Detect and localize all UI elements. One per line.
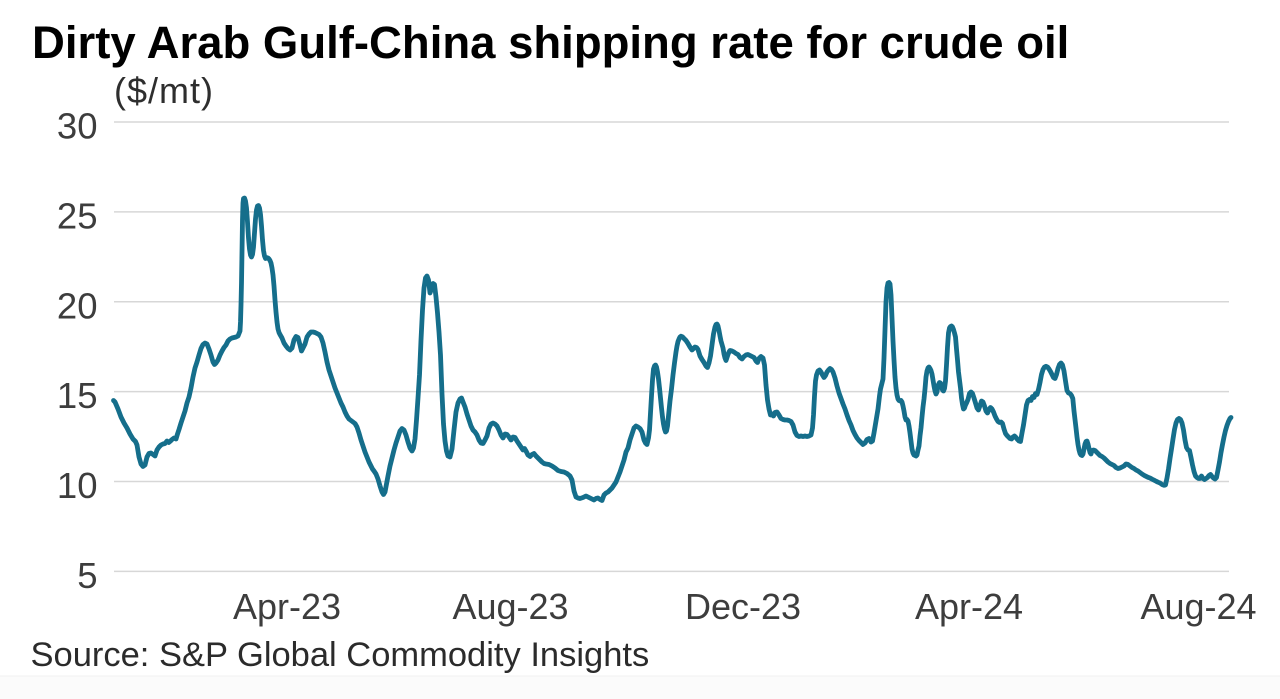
svg-text:10: 10 (57, 465, 98, 506)
svg-text:Aug-24: Aug-24 (1140, 586, 1256, 627)
svg-text:5: 5 (77, 555, 97, 596)
svg-text:20: 20 (57, 285, 98, 326)
svg-text:Aug-23: Aug-23 (452, 586, 568, 627)
svg-text:Apr-23: Apr-23 (233, 586, 341, 627)
svg-text:30: 30 (57, 106, 98, 147)
svg-text:Source: S&P Global Commodity I: Source: S&P Global Commodity Insights (31, 636, 650, 674)
svg-text:($/mt): ($/mt) (114, 70, 214, 111)
svg-text:Apr-24: Apr-24 (915, 586, 1023, 627)
svg-text:25: 25 (57, 195, 98, 236)
svg-text:15: 15 (57, 375, 98, 416)
svg-text:Dirty Arab Gulf-China shipping: Dirty Arab Gulf-China shipping rate for … (32, 17, 1069, 68)
svg-text:Dec-23: Dec-23 (685, 586, 801, 627)
